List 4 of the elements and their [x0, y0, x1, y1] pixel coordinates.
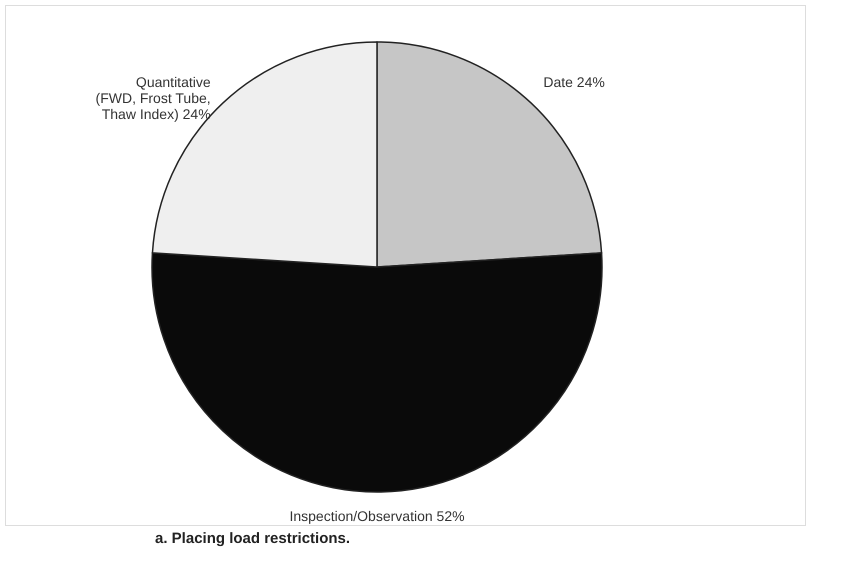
- slice-label: Date 24%: [543, 74, 605, 90]
- slice-label: Inspection/Observation 52%: [289, 508, 465, 524]
- slice-label: Quantitative (FWD, Frost Tube, Thaw Index) 24%: [96, 74, 211, 122]
- text: a. Placing load restrictions.: [155, 530, 350, 547]
